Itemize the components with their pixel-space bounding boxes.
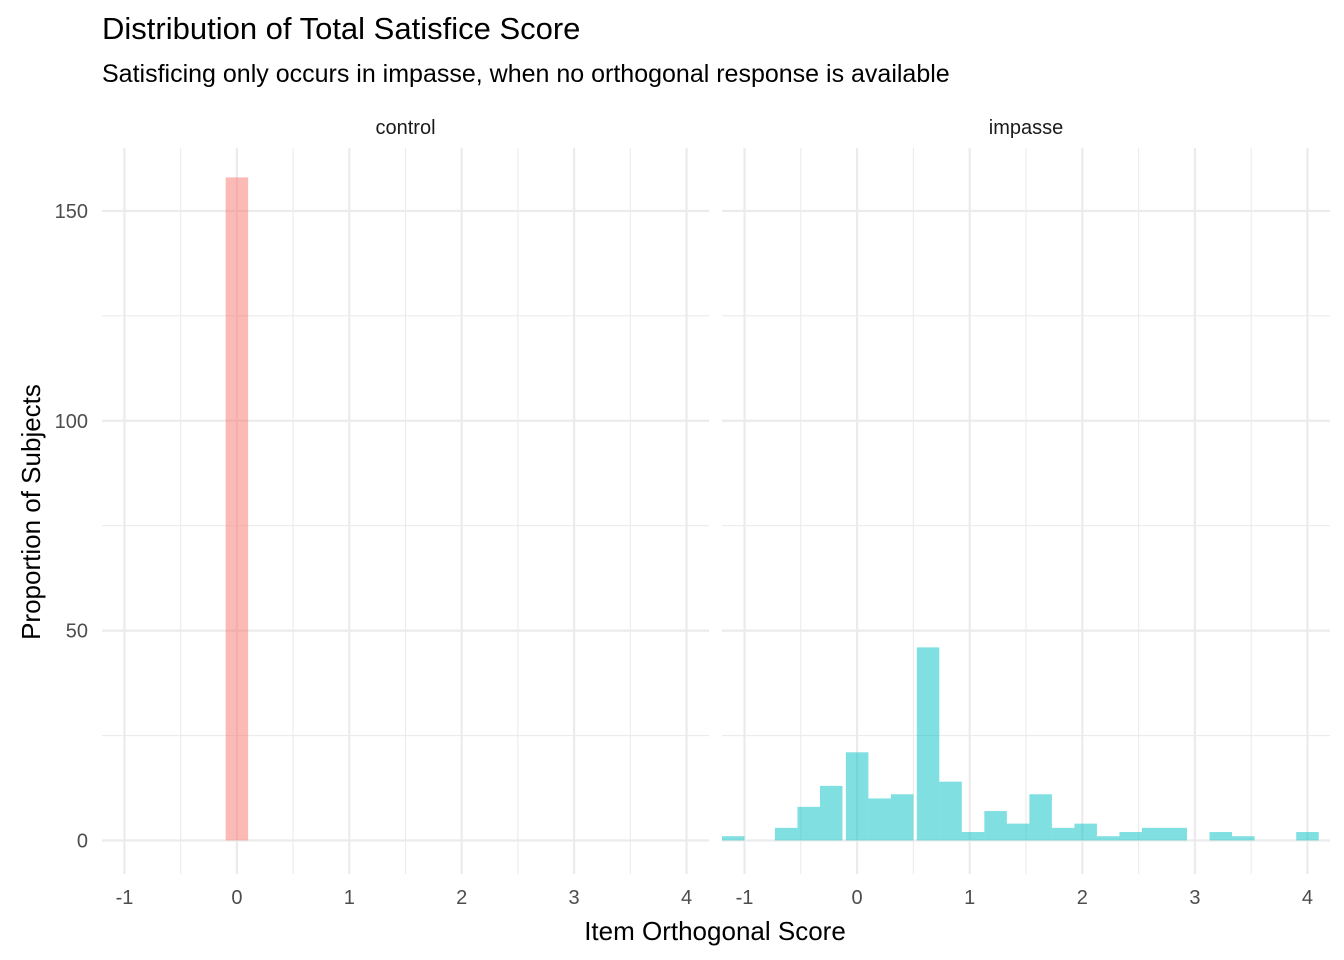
histogram-bar xyxy=(916,647,940,841)
x-tick-label: 4 xyxy=(681,887,692,909)
x-tick-label: 3 xyxy=(569,887,580,909)
x-tick-label: -1 xyxy=(116,887,134,909)
histogram-bar xyxy=(1096,836,1120,841)
x-tick-label: 2 xyxy=(1077,887,1088,909)
y-axis-label: Proportion of Subjects xyxy=(16,384,46,640)
histogram-bar xyxy=(774,827,798,841)
histogram-bar xyxy=(1209,832,1233,841)
x-tick-label: 1 xyxy=(964,887,975,909)
histogram-bar xyxy=(1296,832,1319,841)
x-tick-label: 0 xyxy=(852,887,863,909)
histogram-bar xyxy=(1232,836,1255,841)
y-tick-label: 150 xyxy=(55,201,88,223)
histogram-bar xyxy=(845,752,869,841)
facet-panel-control: control -1 0 1 2 3 4 xyxy=(102,117,709,909)
facet-strip-label: impasse xyxy=(989,117,1063,139)
x-tick-label: -1 xyxy=(736,887,754,909)
histogram-bar xyxy=(225,177,249,841)
histogram-bar xyxy=(961,832,985,841)
chart-title: Distribution of Total Satisfice Score xyxy=(102,11,580,46)
x-tick-label: 4 xyxy=(1302,887,1313,909)
histogram-bar xyxy=(1141,827,1165,841)
y-tick-label: 50 xyxy=(66,621,88,643)
histogram-bar xyxy=(1029,794,1052,841)
x-tick-label: 2 xyxy=(456,887,467,909)
y-tick-label: 100 xyxy=(55,411,88,433)
y-tick-label: 0 xyxy=(77,830,88,852)
facet-strip-label: control xyxy=(375,117,435,139)
histogram-bar xyxy=(984,811,1007,841)
histogram-bar xyxy=(1164,827,1188,841)
histogram-bar xyxy=(1051,827,1075,841)
histogram-bar xyxy=(1119,832,1142,841)
histogram-bar xyxy=(722,836,745,841)
histogram-bar xyxy=(868,798,891,841)
facet-panels: 0 50 100 150 control -1 0 1 2 3 4 impasse -1 0 1 2 3 4 xyxy=(55,117,1330,909)
facet-panel-impasse: impasse -1 0 1 2 3 4 xyxy=(722,117,1330,909)
histogram-bar xyxy=(1074,823,1097,841)
x-axis-label: Item Orthogonal Score xyxy=(584,916,846,946)
histogram-bar xyxy=(819,785,843,841)
histogram-bar xyxy=(1006,823,1030,841)
histogram-bar xyxy=(890,794,914,841)
histogram-bar xyxy=(939,781,962,841)
histogram-bar xyxy=(797,806,820,841)
chart-subtitle: Satisficing only occurs in impasse, when… xyxy=(102,60,950,88)
x-tick-label: 3 xyxy=(1189,887,1200,909)
x-tick-label: 1 xyxy=(344,887,355,909)
x-tick-label: 0 xyxy=(231,887,242,909)
